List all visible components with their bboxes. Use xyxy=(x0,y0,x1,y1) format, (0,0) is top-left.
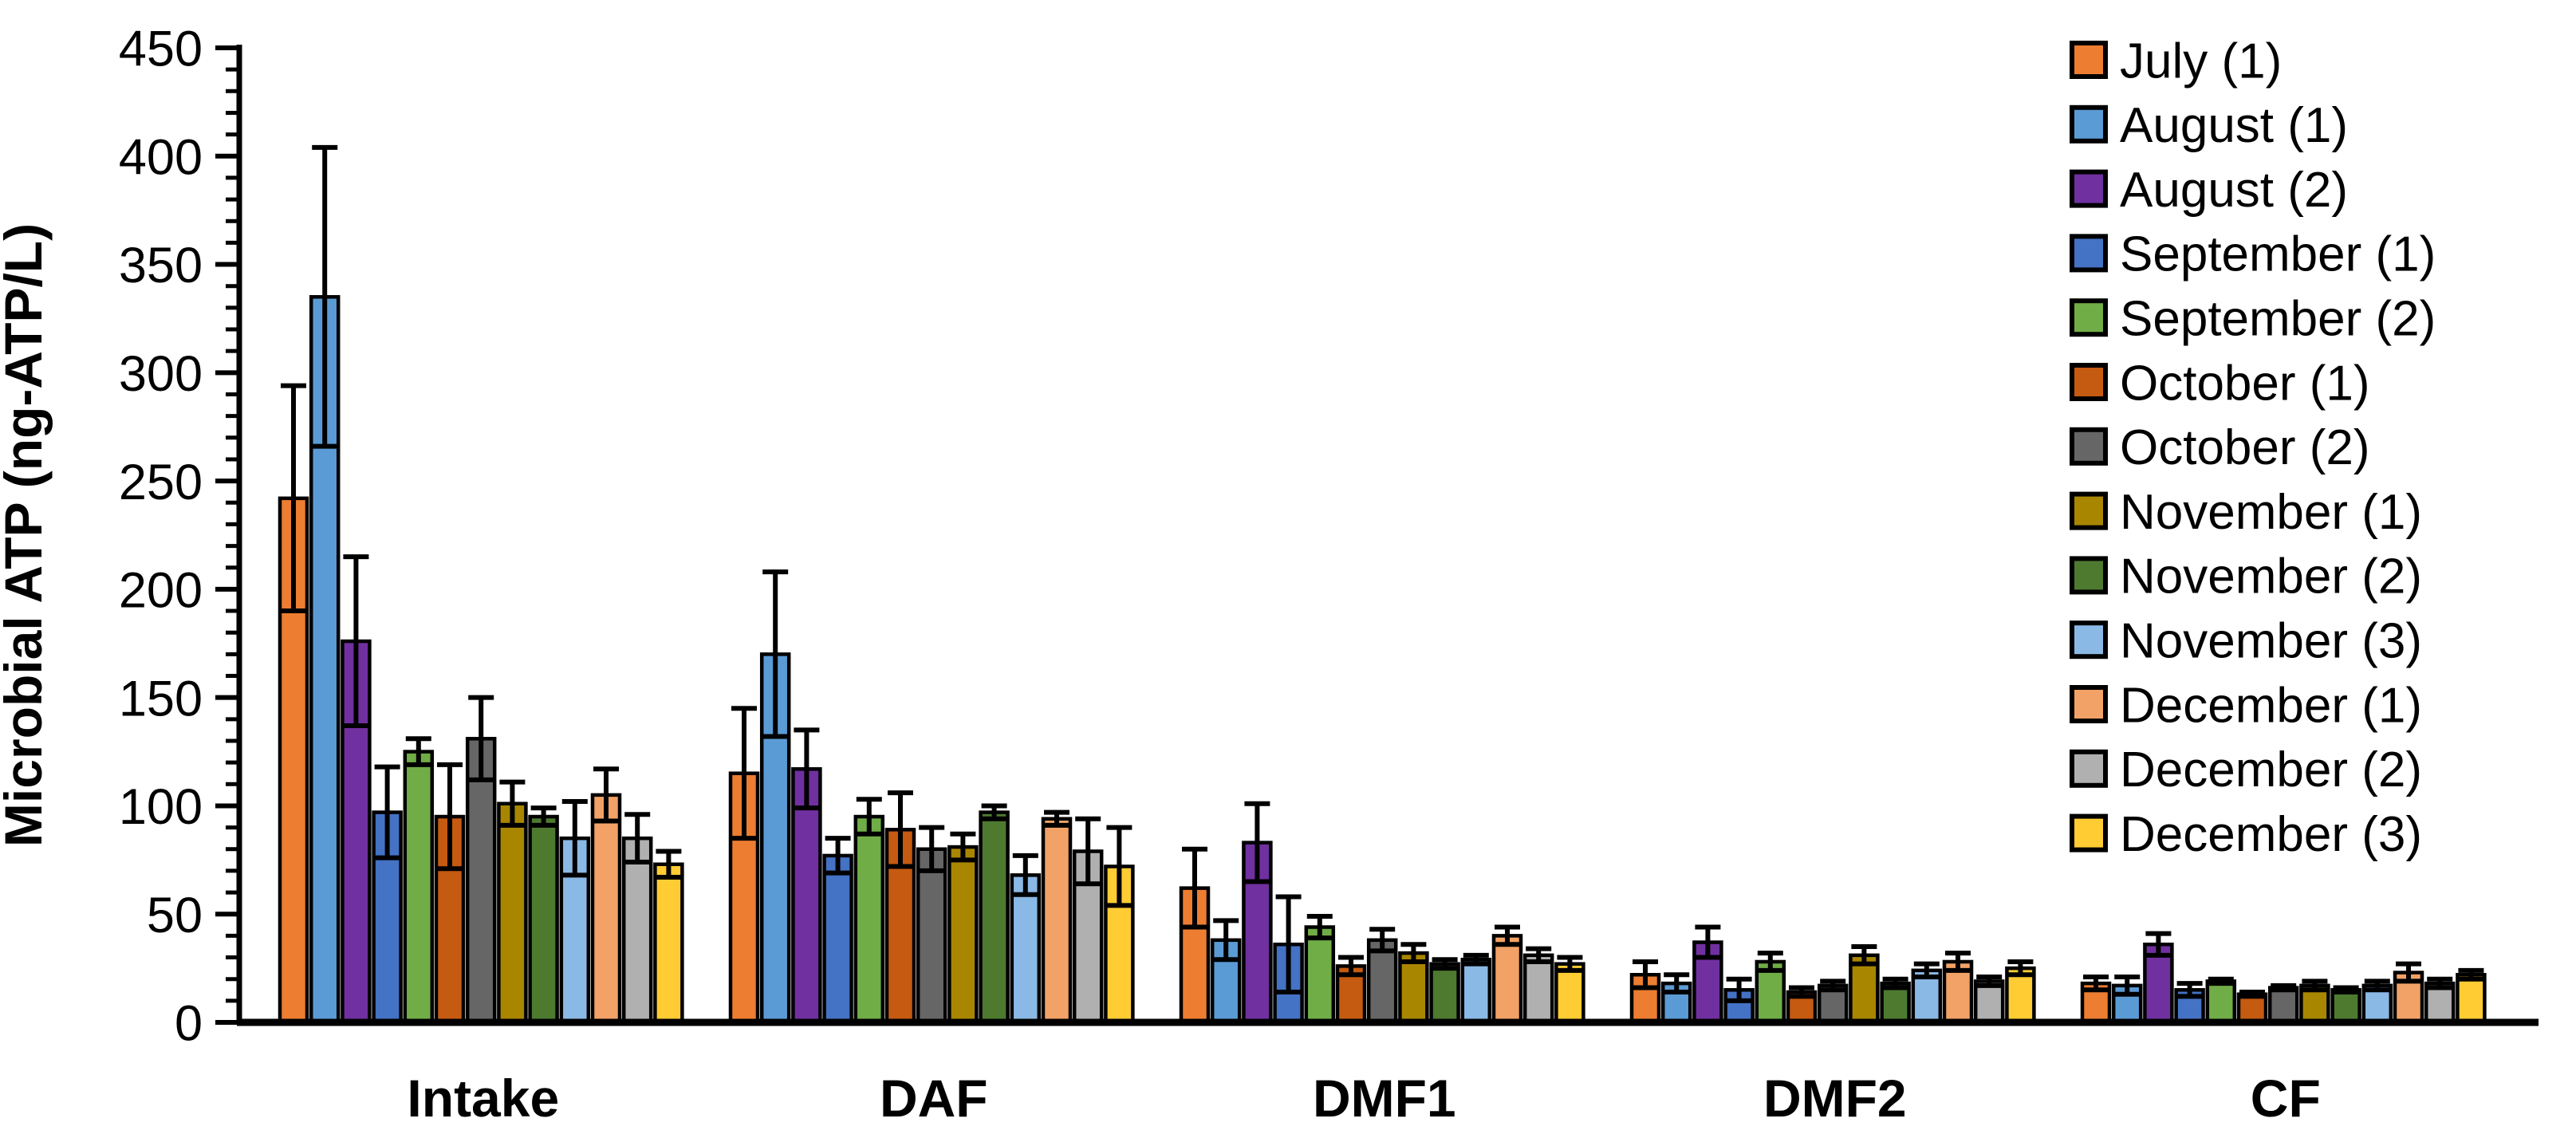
bar-december-1-daf xyxy=(1041,817,1073,1025)
y-tick-label: 450 xyxy=(119,22,203,77)
legend-label: December (1) xyxy=(2120,678,2422,733)
legend-item-july-1: July (1) xyxy=(2070,33,2282,89)
legend-swatch xyxy=(2070,169,2108,208)
bar-december-1-dmf1 xyxy=(1491,934,1523,1025)
bar-september-2-daf xyxy=(853,814,885,1025)
legend-swatch xyxy=(2070,620,2108,660)
bar-september-2-cf xyxy=(2205,979,2237,1025)
legend-item-october-2: October (2) xyxy=(2070,420,2370,475)
legend-item-december-2: December (2) xyxy=(2070,742,2422,797)
bar-november-3-daf xyxy=(1010,873,1042,1025)
legend-item-september-1: September (1) xyxy=(2070,227,2436,282)
legend-item-november-2: November (2) xyxy=(2070,549,2422,604)
legend-label: August (2) xyxy=(2120,163,2348,218)
y-tick-label: 200 xyxy=(119,563,203,619)
legend-swatch xyxy=(2070,363,2108,401)
legend-label: November (1) xyxy=(2120,485,2422,540)
bar-october-2-daf xyxy=(916,847,947,1025)
bar-group-dmf2 xyxy=(1629,924,2036,1025)
y-axis: 0 50 100 150 200 250 300 350 400 450 xyxy=(119,22,242,1052)
legend-label: November (3) xyxy=(2120,614,2422,669)
legend-swatch xyxy=(2070,234,2108,273)
legend-label: August (1) xyxy=(2120,98,2348,153)
legend-swatch xyxy=(2070,104,2108,144)
x-axis-labels: Intake DAF DMF1 DMF2 CF xyxy=(407,1069,2320,1128)
legend-label: December (2) xyxy=(2120,742,2422,797)
bar-december-1-intake xyxy=(590,793,622,1025)
bar-october-1-cf xyxy=(2236,992,2268,1025)
bar-november-2-daf xyxy=(979,810,1010,1025)
legend-label: October (2) xyxy=(2120,420,2370,475)
bar-november-2-intake xyxy=(528,814,559,1025)
bar-september-2-intake xyxy=(403,750,435,1025)
bars xyxy=(278,144,2487,1025)
bar-december-2-intake xyxy=(621,836,653,1025)
y-tick-label: 350 xyxy=(119,238,203,293)
legend-swatch xyxy=(2070,556,2108,595)
y-tick-label: 50 xyxy=(147,888,203,943)
bar-december-3-cf xyxy=(2456,973,2487,1025)
bar-october-2-cf xyxy=(2267,986,2299,1025)
bar-september-1-daf xyxy=(822,853,853,1025)
y-tick-label: 250 xyxy=(119,455,203,510)
bar-november-3-dmf1 xyxy=(1460,957,1492,1025)
x-category-label-cf: CF xyxy=(2251,1069,2321,1128)
legend-label: December (3) xyxy=(2120,807,2422,862)
legend-item-december-3: December (3) xyxy=(2070,807,2422,862)
y-tick-label: 300 xyxy=(119,346,203,402)
y-tick-label: 100 xyxy=(119,779,203,835)
bar-october-2-dmf1 xyxy=(1366,938,1398,1025)
x-category-label-daf: DAF xyxy=(880,1069,988,1128)
x-category-label-intake: Intake xyxy=(407,1069,559,1128)
bar-september-2-dmf1 xyxy=(1304,925,1336,1025)
legend-swatch xyxy=(2070,685,2108,723)
bar-november-2-dmf1 xyxy=(1429,962,1460,1025)
y-axis-title: Microbial ATP (ng-ATP/L) xyxy=(0,223,53,847)
x-category-label-dmf1: DMF1 xyxy=(1313,1069,1456,1128)
legend-swatch xyxy=(2070,491,2108,530)
legend-label: November (2) xyxy=(2120,549,2422,604)
legend-label: July (1) xyxy=(2120,33,2282,89)
legend: July (1) August (1) August (2) September (1… xyxy=(2070,33,2436,862)
y-tick-label: 400 xyxy=(119,129,203,185)
legend-item-august-1: August (1) xyxy=(2070,98,2348,153)
bar-group-cf xyxy=(2080,931,2487,1025)
legend-item-december-1: December (1) xyxy=(2070,678,2422,733)
bar-group-daf xyxy=(728,569,1135,1025)
bar-december-2-dmf1 xyxy=(1522,953,1554,1025)
legend-label: October (1) xyxy=(2120,356,2370,411)
legend-swatch xyxy=(2070,813,2108,853)
legend-label: September (2) xyxy=(2120,292,2436,347)
legend-item-october-1: October (1) xyxy=(2070,356,2370,411)
legend-swatch xyxy=(2070,749,2108,788)
bar-november-2-cf xyxy=(2330,988,2361,1025)
legend-swatch xyxy=(2070,298,2108,337)
legend-label: September (1) xyxy=(2120,227,2436,282)
y-tick-label: 150 xyxy=(119,671,203,727)
bar-december-3-intake xyxy=(653,862,684,1025)
x-category-label-dmf2: DMF2 xyxy=(1763,1069,1907,1128)
legend-swatch xyxy=(2070,41,2108,79)
bar-november-1-daf xyxy=(947,845,979,1025)
y-tick-label: 0 xyxy=(175,996,203,1052)
bar-november-1-intake xyxy=(497,801,528,1025)
bar-group-dmf1 xyxy=(1179,801,1585,1025)
legend-item-september-2: September (2) xyxy=(2070,292,2436,347)
legend-item-november-1: November (1) xyxy=(2070,485,2422,540)
bar-group-intake xyxy=(278,144,684,1025)
legend-swatch xyxy=(2070,427,2108,466)
legend-item-august-2: August (2) xyxy=(2070,163,2348,218)
legend-item-november-3: November (3) xyxy=(2070,614,2422,669)
